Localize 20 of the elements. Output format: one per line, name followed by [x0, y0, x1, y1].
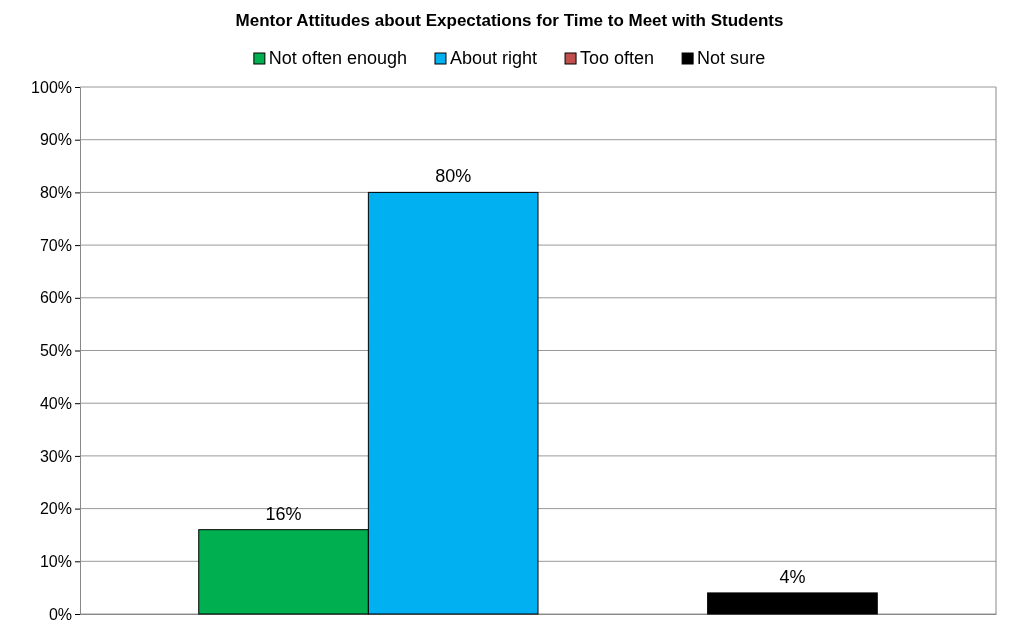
y-tick-label: 90%: [39, 131, 72, 149]
bar: [707, 592, 878, 615]
y-tick-label: 30%: [39, 447, 72, 465]
data-label: 16%: [265, 503, 302, 524]
y-tick-label: 20%: [39, 500, 72, 518]
y-tick-label: 80%: [39, 184, 72, 202]
data-label: 80%: [435, 166, 472, 187]
chart-title: Mentor Attitudes about Expectations for Time to Meet with Students: [235, 11, 784, 30]
y-tick-label: 10%: [39, 552, 72, 570]
y-tick-label: 50%: [39, 342, 72, 360]
legend-label: About right: [449, 48, 538, 68]
y-tick-label: 0%: [48, 605, 72, 623]
y-tick-label: 70%: [39, 236, 72, 254]
legend-label: Not often enough: [268, 48, 407, 68]
legend-label: Not sure: [697, 48, 766, 68]
y-tick-label: 60%: [39, 289, 72, 307]
y-tick-label: 40%: [39, 394, 72, 412]
y-tick-label: 100%: [31, 78, 72, 96]
legend-label: Too often: [580, 48, 655, 68]
data-label: 4%: [779, 566, 806, 587]
